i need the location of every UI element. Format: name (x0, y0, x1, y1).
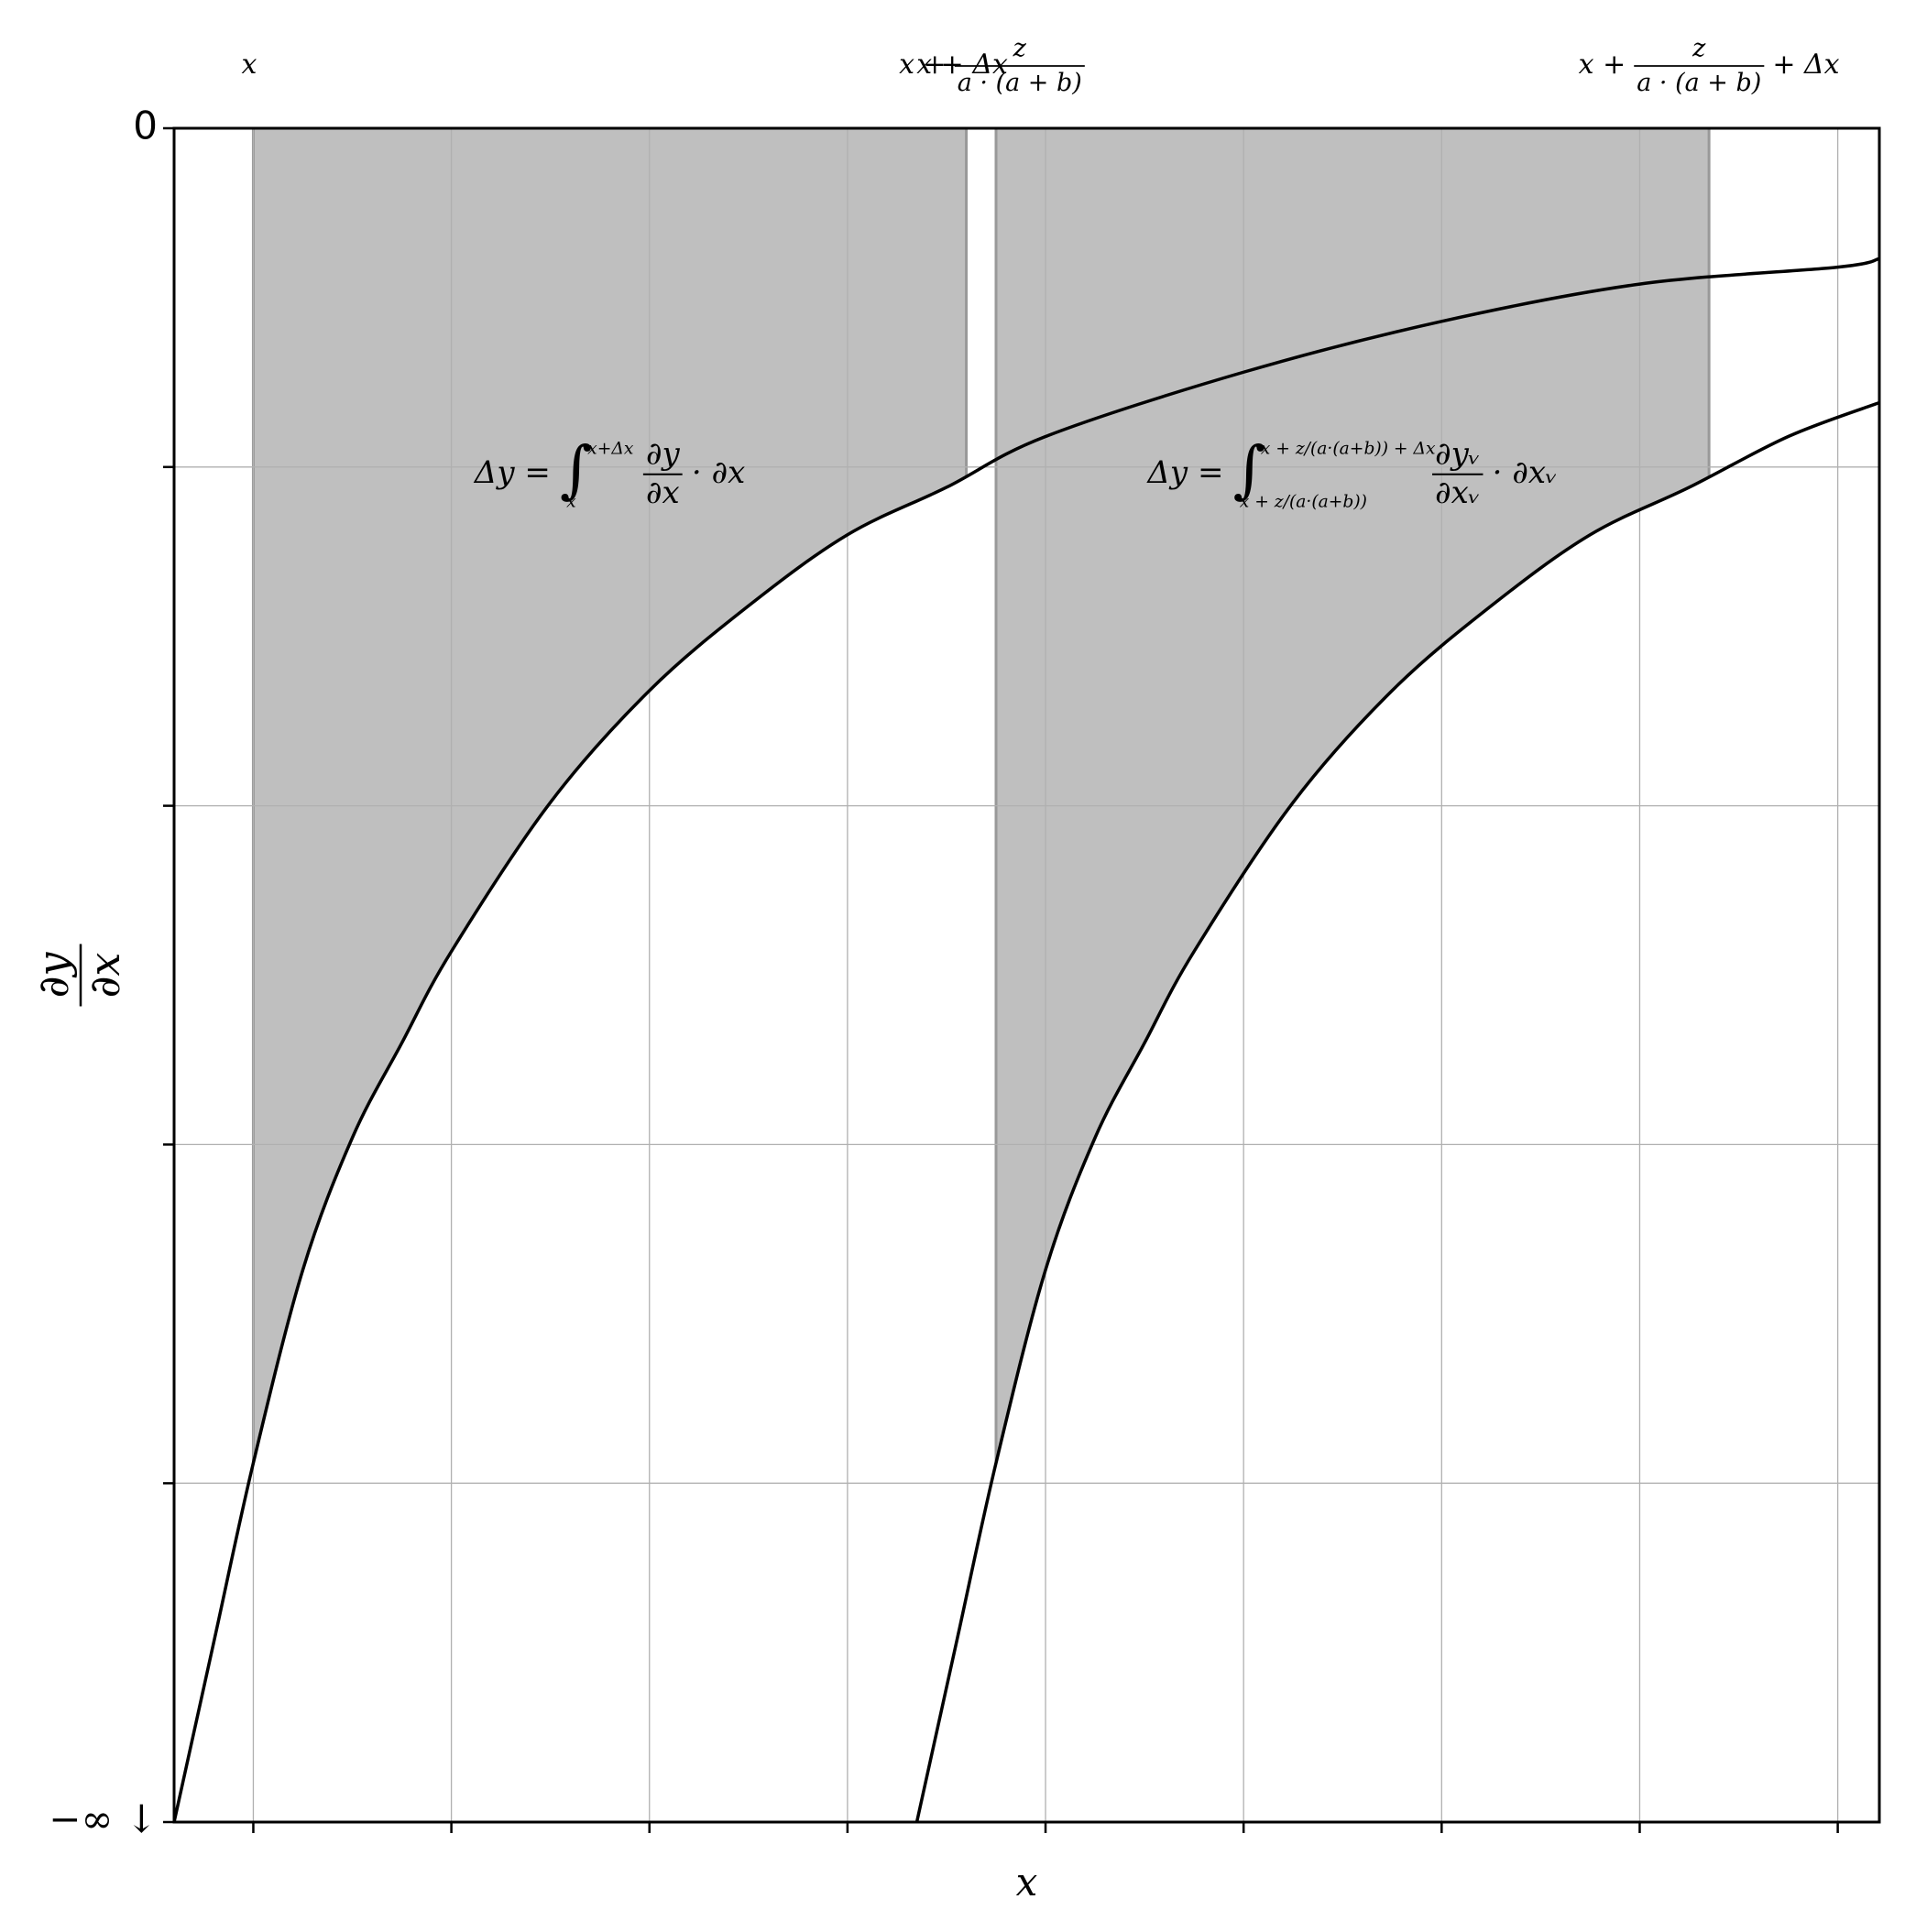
math-label: x + z a · (a + b) (899, 35, 1085, 97)
math-label: x + z a · (a + b) + Δx (1579, 35, 1840, 98)
formula-text: Δy = (1145, 454, 1223, 491)
math-text: + Δx (1772, 49, 1839, 81)
math-text: x + Δx (916, 49, 1008, 81)
math-text: x (241, 49, 257, 81)
math-text: z (1692, 35, 1706, 63)
y-tick-label: −∞ ↓ (49, 1796, 158, 1841)
shaded-span (251, 128, 969, 1822)
formula-text: x+Δx (587, 440, 634, 459)
math-text: z (1013, 35, 1027, 63)
formula-text: ∂yᵥ (1435, 435, 1480, 472)
math-text: a · (a + b) (958, 69, 1082, 97)
formula-text: ∂y (646, 435, 681, 472)
math-label: x + Δx (916, 49, 1008, 81)
y-axis-label: ∂y ∂x (28, 944, 129, 1007)
math-text: a · (a + b) (1637, 69, 1761, 97)
span-fill (253, 128, 967, 1822)
formula-text: x (566, 492, 576, 511)
formula-text: ∫ (560, 433, 592, 506)
x-axis-label: x (1016, 1860, 1038, 1905)
formula-text: ∂x (646, 475, 680, 511)
y-label-num: ∂y (28, 952, 78, 999)
formula-text: x + z/(a·(a+b)) + Δx (1261, 440, 1436, 459)
math-label: x (241, 49, 257, 81)
y-label-den: ∂x (80, 953, 129, 999)
formula-text: Δy = (473, 454, 551, 491)
plot-frame (172, 126, 1881, 1824)
formula-text: · ∂xᵥ (1493, 454, 1558, 491)
formula-text: ∂xᵥ (1435, 475, 1480, 511)
math-text: x + (899, 49, 947, 81)
shaded-span (994, 128, 1711, 1822)
span-fill (995, 128, 1710, 1822)
formula: Δy = ∫x + z/(a·(a+b)) + Δx x + z/(a·(a+b))… (1145, 433, 1557, 511)
y-tick-label: 0 (133, 104, 158, 148)
curve (914, 400, 1880, 1823)
formula-text: x + z/(a·(a+b)) (1240, 492, 1367, 511)
formula-text: ∫ (1233, 433, 1265, 506)
curve (172, 257, 1880, 1823)
math-text: x + (1579, 49, 1626, 81)
formula: Δy = ∫x+Δx x ∂y∂x · ∂x (473, 433, 745, 511)
formula-text: · ∂x (692, 454, 745, 491)
